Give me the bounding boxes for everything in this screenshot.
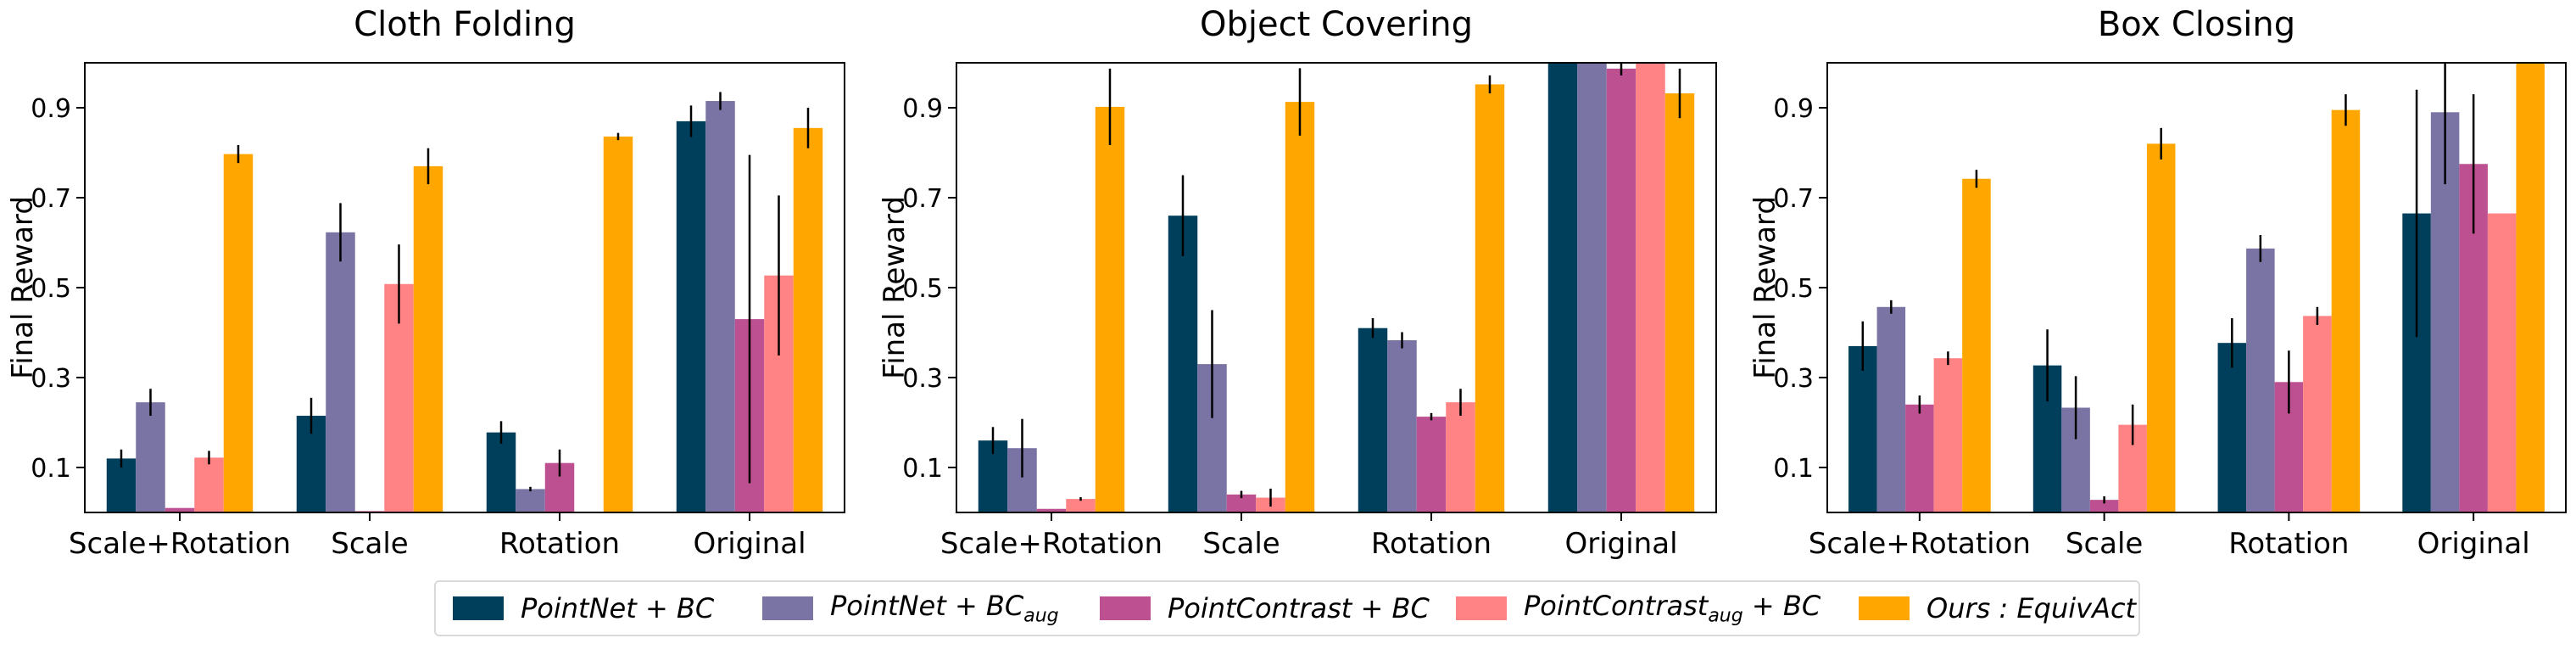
x-tick-label: Rotation bbox=[499, 527, 620, 561]
x-tick-label: Scale bbox=[2066, 527, 2143, 561]
chart-title: Object Covering bbox=[1200, 5, 1473, 44]
bar bbox=[1358, 328, 1388, 512]
y-axis-label: Final Reward bbox=[1748, 196, 1782, 379]
x-tick-label: Scale+Rotation bbox=[1809, 527, 2031, 561]
y-tick-label: 0.1 bbox=[31, 454, 71, 484]
legend-item: PointNet + BCaug bbox=[762, 582, 1059, 635]
y-tick-label: 0.5 bbox=[902, 274, 943, 304]
legend-label: PointContrastaug + BC bbox=[1524, 590, 1821, 627]
bar bbox=[1636, 63, 1665, 512]
bar bbox=[1547, 63, 1578, 512]
bar bbox=[1933, 358, 1963, 512]
x-tick-label: Rotation bbox=[2228, 527, 2349, 561]
bar bbox=[194, 457, 224, 512]
bar bbox=[1095, 106, 1125, 512]
bar bbox=[676, 120, 706, 512]
x-tick-label: Original bbox=[1564, 527, 1677, 561]
bar bbox=[1446, 402, 1475, 512]
bar bbox=[1905, 404, 1934, 512]
bar bbox=[2331, 109, 2361, 512]
y-tick-label: 0.1 bbox=[902, 454, 943, 484]
y-tick-label: 0.3 bbox=[31, 364, 71, 394]
bar bbox=[2487, 213, 2517, 512]
bar bbox=[2146, 143, 2176, 512]
x-tick-label: Original bbox=[693, 527, 806, 561]
bars bbox=[1848, 63, 2545, 512]
y-tick-label: 0.5 bbox=[1773, 274, 1814, 304]
y-tick-label: 0.3 bbox=[902, 364, 943, 394]
chart-panel-2: Object Covering Final Reward 0.1 0.3 0.5 0.7 0… bbox=[878, 5, 1717, 561]
bar bbox=[2246, 248, 2275, 512]
bar bbox=[1036, 508, 1067, 512]
bar bbox=[136, 402, 165, 512]
legend-item: PointContrast + BC bbox=[1100, 582, 1430, 635]
y-tick-label: 0.9 bbox=[902, 94, 943, 124]
bar bbox=[1066, 499, 1096, 512]
bar bbox=[603, 136, 633, 512]
legend-swatch bbox=[1456, 596, 1507, 620]
bar bbox=[1876, 306, 1906, 512]
y-axis-label: Final Reward bbox=[878, 196, 912, 379]
x-tick-label: Scale bbox=[1202, 527, 1280, 561]
legend: PointNet + BC PointNet + BCaug PointContra… bbox=[434, 580, 2140, 636]
bar bbox=[1475, 84, 1505, 512]
chart-title: Box Closing bbox=[2098, 5, 2295, 44]
bar bbox=[1285, 102, 1315, 512]
bar bbox=[1962, 178, 1991, 512]
bar bbox=[2516, 63, 2545, 512]
x-tick-label: Rotation bbox=[1371, 527, 1492, 561]
legend-item: PointNet + BC bbox=[453, 582, 714, 635]
bar bbox=[2217, 343, 2247, 512]
bar bbox=[326, 232, 355, 512]
bar bbox=[1416, 417, 1447, 512]
x-tick-label: Scale bbox=[331, 527, 408, 561]
bar bbox=[1606, 68, 1636, 512]
bar bbox=[164, 507, 195, 512]
legend-swatch bbox=[1100, 596, 1151, 620]
bar bbox=[223, 154, 254, 512]
legend-label: Ours : EquivAct bbox=[1926, 592, 2137, 624]
legend-swatch bbox=[453, 596, 504, 620]
bar bbox=[486, 432, 516, 512]
chart-panel-1: Cloth Folding Final Reward 0.1 0.3 0.5 0.7 0.9… bbox=[6, 5, 845, 561]
bars bbox=[978, 63, 1695, 512]
legend-item: PointContrastaug + BC bbox=[1456, 582, 1820, 635]
y-tick-label: 0.3 bbox=[1773, 364, 1814, 394]
x-tick-label: Scale+Rotation bbox=[69, 527, 291, 561]
y-tick-label: 0.9 bbox=[31, 94, 71, 124]
y-tick-label: 0.7 bbox=[31, 184, 71, 214]
y-tick-label: 0.7 bbox=[902, 184, 943, 214]
bar bbox=[1387, 340, 1417, 512]
y-axis-label: Final Reward bbox=[6, 196, 40, 379]
bar bbox=[413, 165, 443, 512]
y-tick-label: 0.5 bbox=[31, 274, 71, 304]
chart-title: Cloth Folding bbox=[354, 5, 576, 44]
y-tick-label: 0.1 bbox=[1773, 454, 1814, 484]
legend-item: Ours : EquivAct bbox=[1859, 582, 2136, 635]
bar bbox=[1577, 63, 1607, 512]
bar bbox=[1664, 93, 1695, 512]
bar bbox=[2089, 500, 2119, 512]
bar bbox=[516, 489, 545, 512]
y-tick-label: 0.9 bbox=[1773, 94, 1814, 124]
y-tick-label: 0.7 bbox=[1773, 184, 1814, 214]
chart-panel-3: Box Closing Final Reward 0.1 0.3 0.5 0.7 0.9 Sc… bbox=[1748, 5, 2567, 561]
legend-label: PointContrast + BC bbox=[1168, 592, 1430, 624]
bar bbox=[1226, 494, 1257, 512]
legend-swatch bbox=[762, 596, 813, 620]
legend-label: PointNet + BC bbox=[521, 592, 715, 624]
bars bbox=[106, 92, 823, 512]
bar bbox=[793, 127, 823, 512]
bar bbox=[2303, 316, 2332, 512]
bar bbox=[705, 101, 735, 512]
x-tick-label: Scale+Rotation bbox=[940, 527, 1163, 561]
bar bbox=[1168, 216, 1198, 512]
legend-label: PointNet + BCaug bbox=[830, 590, 1059, 627]
legend-swatch bbox=[1859, 596, 1910, 620]
bar bbox=[1848, 345, 1877, 512]
x-tick-label: Original bbox=[2417, 527, 2530, 561]
